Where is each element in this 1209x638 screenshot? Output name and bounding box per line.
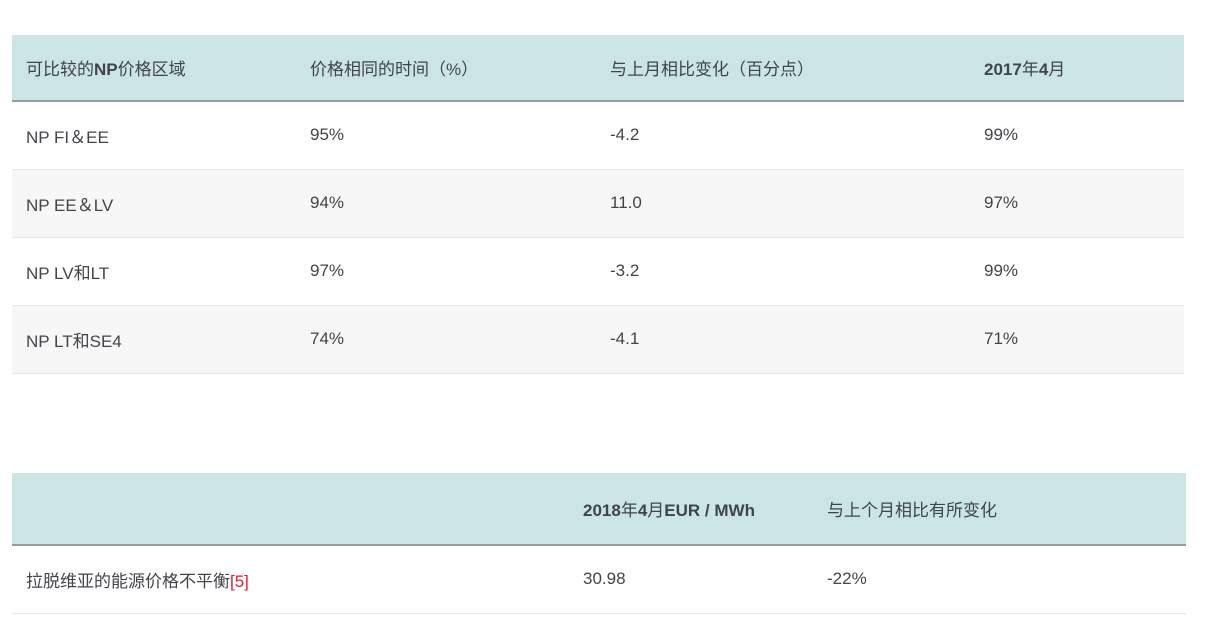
- cell-apr2017: 71%: [984, 329, 1019, 348]
- cell-time-same: 95%: [310, 125, 345, 145]
- header-text-part: 可比较的: [26, 60, 94, 79]
- table-row-np-fi-ee: NP FI＆EE 95% -4.2 99%: [12, 101, 1184, 169]
- np-price-areas-table: 可比较的NP价格区域 价格相同的时间（%） 与上月相比变化（百分点） 2017年…: [12, 35, 1184, 374]
- cell-time-same: 74%: [310, 329, 345, 348]
- cell-apr2017: 99%: [984, 261, 1019, 280]
- col-header-april-2018-eur-mwh: 2018年4月EUR / MWh: [569, 473, 813, 545]
- table-row-np-ee-lv: NP EE＆LV 94% 11.0 97%: [12, 169, 1184, 237]
- col-header-comparable-np-price-areas: 可比较的NP价格区域: [12, 35, 296, 101]
- cell-change: -4.2: [610, 125, 640, 145]
- header-text-part-bold: EUR / MWh: [664, 501, 755, 520]
- cell-change: -4.1: [610, 329, 640, 348]
- header-text-part: 价格区域: [117, 60, 186, 79]
- header-text-part: 月: [647, 501, 665, 520]
- np-price-areas-table-header: 可比较的NP价格区域 价格相同的时间（%） 与上月相比变化（百分点） 2017年…: [12, 35, 1184, 101]
- latvia-imbalance-price-table: 2018年4月EUR / MWh 与上个月相比有所变化 拉脱维亚的能源价格不平衡…: [12, 473, 1186, 614]
- latvia-imbalance-table-body: 拉脱维亚的能源价格不平衡[5] 30.98 -22%: [12, 545, 1186, 613]
- cell-change: 11.0: [610, 193, 642, 212]
- col-header-time-with-same-price: 价格相同的时间（%）: [296, 35, 596, 101]
- header-text-part-bold: 4: [637, 501, 648, 520]
- cell-apr2017: 97%: [984, 193, 1019, 212]
- cell-label: 拉脱维亚的能源价格不平衡[5]: [12, 545, 569, 613]
- cell-change: -22%: [827, 569, 867, 589]
- cell-area: NP LV和LT: [26, 263, 110, 283]
- col-header-change-vs-last-month: 与上月相比变化（百分点）: [596, 35, 970, 101]
- header-text-part-bold: 4: [1038, 60, 1049, 79]
- np-price-areas-table-body: NP FI＆EE 95% -4.2 99% NP EE＆LV 94% 11.0 …: [12, 101, 1184, 373]
- header-text-part: 年: [1021, 60, 1039, 79]
- header-row: 2018年4月EUR / MWh 与上个月相比有所变化: [12, 473, 1186, 545]
- col-header-april-2017: 2017年4月: [970, 35, 1184, 101]
- cell-value-eur-mwh: 30.98: [583, 569, 626, 589]
- cell-time-same: 97%: [310, 261, 345, 280]
- cell-area: NP LT和SE4: [26, 331, 122, 351]
- table-row-np-lt-se4: NP LT和SE4 74% -4.1 71%: [12, 305, 1184, 373]
- col-header-change-vs-last-month: 与上个月相比有所变化: [813, 473, 1186, 545]
- imbalance-label: 拉脱维亚的能源价格不平衡: [26, 571, 230, 591]
- cell-apr2017: 99%: [984, 125, 1019, 145]
- header-text-part: 月: [1048, 60, 1066, 79]
- cell-change: -3.2: [610, 261, 640, 280]
- header-text-part: 年: [620, 501, 638, 520]
- footnote-5-link[interactable]: [5]: [230, 571, 249, 591]
- cell-area: NP EE＆LV: [26, 195, 114, 215]
- cell-area: NP FI＆EE: [26, 127, 109, 147]
- cell-time-same: 94%: [310, 193, 345, 212]
- table-row-np-lv-lt: NP LV和LT 97% -3.2 99%: [12, 237, 1184, 305]
- header-row: 可比较的NP价格区域 价格相同的时间（%） 与上月相比变化（百分点） 2017年…: [12, 35, 1184, 101]
- header-text-part-bold: 2017: [984, 60, 1022, 79]
- latvia-imbalance-table-header: 2018年4月EUR / MWh 与上个月相比有所变化: [12, 473, 1186, 545]
- header-text-part-bold: 2018: [583, 501, 621, 520]
- header-text-part-bold: NP: [94, 60, 118, 79]
- col-header-empty: [12, 473, 569, 545]
- table-row-latvia-imbalance: 拉脱维亚的能源价格不平衡[5] 30.98 -22%: [12, 545, 1186, 613]
